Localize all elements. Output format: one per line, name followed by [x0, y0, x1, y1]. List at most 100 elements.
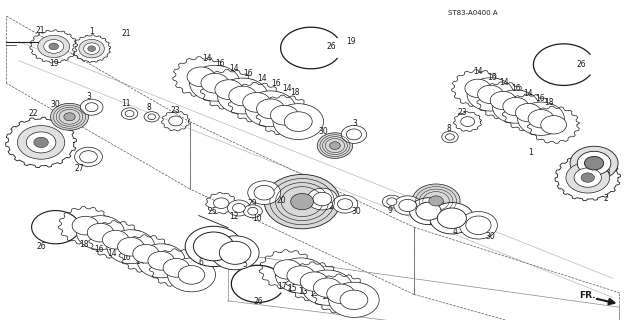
Ellipse shape — [118, 237, 144, 256]
Text: 18: 18 — [544, 98, 554, 107]
Text: 11: 11 — [410, 211, 420, 220]
Text: 30: 30 — [51, 100, 61, 108]
Ellipse shape — [49, 43, 59, 50]
Ellipse shape — [478, 85, 503, 104]
Ellipse shape — [410, 198, 447, 225]
Ellipse shape — [217, 78, 268, 114]
Text: 26: 26 — [253, 297, 263, 306]
Text: 14: 14 — [282, 84, 292, 93]
Ellipse shape — [503, 97, 528, 116]
Ellipse shape — [337, 199, 353, 210]
Ellipse shape — [144, 112, 159, 122]
Text: 27: 27 — [329, 202, 339, 211]
Text: 1: 1 — [528, 148, 533, 156]
Text: 14: 14 — [229, 64, 239, 73]
Text: 13: 13 — [321, 292, 331, 301]
Text: 3: 3 — [353, 119, 358, 128]
Ellipse shape — [467, 78, 514, 111]
Text: 15: 15 — [332, 295, 343, 304]
Ellipse shape — [163, 259, 190, 277]
Ellipse shape — [243, 205, 262, 218]
Ellipse shape — [429, 196, 443, 206]
Ellipse shape — [233, 204, 245, 212]
Text: 26: 26 — [576, 60, 586, 68]
Text: 13: 13 — [344, 298, 354, 307]
Ellipse shape — [518, 102, 564, 135]
Text: 14: 14 — [499, 78, 509, 87]
Text: 16: 16 — [149, 260, 159, 269]
Text: 7: 7 — [427, 218, 432, 227]
Ellipse shape — [254, 185, 274, 200]
Ellipse shape — [178, 266, 205, 284]
Text: 14: 14 — [523, 89, 533, 98]
Ellipse shape — [570, 146, 618, 180]
Ellipse shape — [72, 216, 99, 235]
Ellipse shape — [80, 99, 103, 115]
Ellipse shape — [187, 67, 215, 87]
Ellipse shape — [167, 258, 216, 292]
Text: ST83-A0400 A: ST83-A0400 A — [448, 11, 497, 16]
Ellipse shape — [332, 195, 358, 213]
Ellipse shape — [399, 199, 416, 212]
Ellipse shape — [248, 181, 281, 204]
Text: 21: 21 — [121, 29, 131, 38]
Ellipse shape — [442, 131, 458, 143]
Ellipse shape — [317, 133, 353, 158]
Ellipse shape — [125, 110, 134, 117]
Text: 14: 14 — [163, 264, 173, 273]
Text: 29: 29 — [248, 199, 258, 208]
Text: 14: 14 — [135, 257, 145, 266]
Ellipse shape — [76, 216, 125, 250]
Ellipse shape — [107, 230, 155, 264]
Ellipse shape — [211, 236, 259, 270]
Ellipse shape — [574, 168, 602, 187]
Ellipse shape — [44, 39, 64, 53]
Ellipse shape — [228, 200, 250, 216]
Ellipse shape — [148, 252, 174, 270]
Text: 15: 15 — [309, 289, 319, 298]
Ellipse shape — [341, 125, 367, 143]
Text: 3: 3 — [86, 92, 91, 100]
Ellipse shape — [83, 43, 100, 54]
Ellipse shape — [329, 282, 379, 317]
Ellipse shape — [18, 125, 64, 159]
Ellipse shape — [87, 223, 114, 242]
Ellipse shape — [193, 232, 234, 261]
Text: 20: 20 — [276, 196, 286, 205]
Text: FR.: FR. — [580, 292, 596, 300]
Text: 16: 16 — [94, 245, 104, 254]
Text: 16: 16 — [121, 253, 131, 262]
Text: 8: 8 — [147, 103, 152, 112]
Text: 5: 5 — [242, 260, 247, 269]
Ellipse shape — [257, 99, 284, 119]
Ellipse shape — [412, 184, 460, 218]
Text: 12: 12 — [229, 212, 239, 221]
Text: 16: 16 — [270, 79, 281, 88]
Ellipse shape — [190, 65, 240, 101]
Text: 30: 30 — [351, 207, 361, 216]
Text: 25: 25 — [207, 207, 217, 216]
Text: 11: 11 — [121, 99, 131, 108]
Ellipse shape — [245, 91, 296, 127]
Ellipse shape — [528, 109, 554, 128]
Ellipse shape — [302, 270, 353, 305]
Text: 14: 14 — [202, 54, 212, 63]
Text: 24: 24 — [418, 213, 428, 222]
Ellipse shape — [340, 290, 368, 309]
Ellipse shape — [382, 195, 401, 208]
Text: 16: 16 — [243, 69, 253, 78]
Ellipse shape — [566, 162, 610, 193]
Text: 30: 30 — [485, 232, 495, 241]
Ellipse shape — [307, 188, 337, 210]
Ellipse shape — [516, 103, 541, 122]
Text: 14: 14 — [107, 249, 118, 258]
Ellipse shape — [466, 216, 491, 235]
Ellipse shape — [85, 103, 98, 112]
Ellipse shape — [577, 151, 611, 175]
Text: 22: 22 — [28, 109, 38, 118]
Text: 26: 26 — [327, 42, 337, 51]
Ellipse shape — [330, 142, 340, 149]
Ellipse shape — [64, 113, 75, 121]
Text: 16: 16 — [511, 84, 521, 93]
Ellipse shape — [291, 193, 313, 210]
